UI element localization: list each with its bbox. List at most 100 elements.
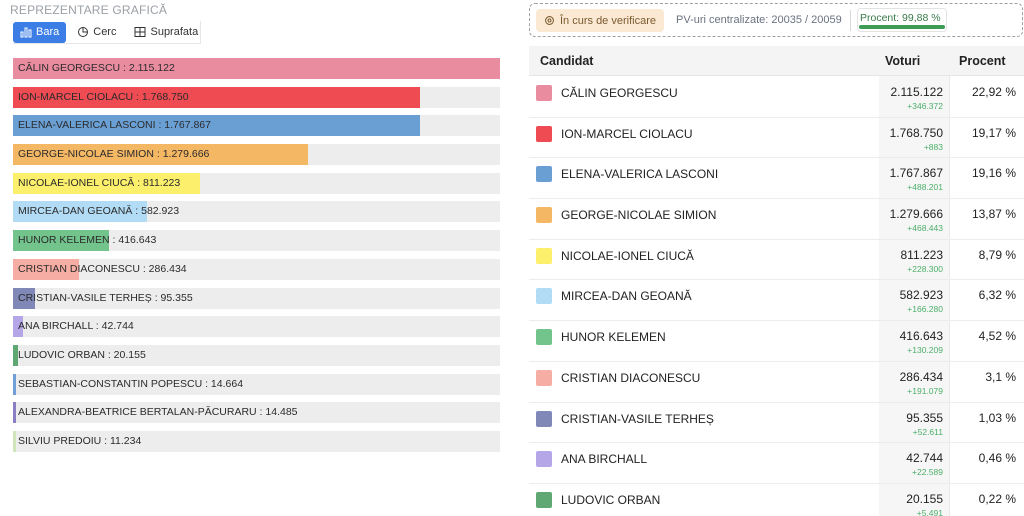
status-badge: În curs de verificare (536, 9, 664, 32)
bar-row[interactable]: CĂLIN GEORGESCU : 2.115.122 (13, 58, 500, 79)
bar-label: MIRCEA-DAN GEOANĂ : 582.923 (18, 205, 180, 218)
tab-suprafata-label: Suprafata (150, 26, 199, 38)
candidate-name: NICOLAE-IONEL CIUCĂ (561, 248, 694, 263)
progress-indicator: Procent: 99,88 % (857, 8, 947, 32)
bar-row[interactable]: CRISTIAN DIACONESCU : 286.434 (13, 258, 500, 280)
votes-value: 20.155 (906, 491, 943, 506)
bar-label: CRISTIAN-VASILE TERHEȘ : 95.355 (18, 291, 193, 304)
gear-icon (545, 16, 554, 25)
bar-row[interactable]: ANA BIRCHALL : 42.744 (13, 316, 500, 338)
bar-label: SILVIU PREDOIU : 11.234 (18, 434, 142, 447)
table-row[interactable]: ELENA-VALERICA LASCONI 1.767.867 +488.201 1… (529, 158, 1024, 200)
bar-row[interactable]: HUNOR KELEMEN : 416.643 (13, 230, 500, 252)
color-swatch (536, 125, 552, 142)
table-row[interactable]: LUDOVIC ORBAN 20.155 +5.491 0,22 % (529, 484, 1024, 516)
votes-delta: +130.209 (907, 345, 943, 356)
votes-value: 811.223 (900, 247, 944, 262)
table-row[interactable]: CRISTIAN DIACONESCU 286.434 +191.079 3,1 % (529, 362, 1024, 403)
table-row[interactable]: MIRCEA-DAN GEOANĂ 582.923 +166.280 6,32 % (529, 280, 1024, 322)
votes-column-shade (879, 46, 949, 516)
bar-row[interactable]: NICOLAE-IONEL CIUCĂ : 811.223 (13, 172, 500, 194)
bar-fill (13, 144, 308, 166)
percent-value: 4,52 % (978, 329, 1016, 344)
votes-delta: +191.079 (907, 385, 943, 396)
header-votes[interactable]: Voturi (885, 54, 921, 68)
candidate-name: LUDOVIC ORBAN (561, 492, 661, 507)
bar-label: ELENA-VALERICA LASCONI : 1.767.867 (18, 119, 211, 132)
bar-fill (13, 230, 109, 252)
candidate-name: HUNOR KELEMEN (561, 330, 666, 345)
progress-track (859, 25, 945, 29)
table-body: CĂLIN GEORGESCU 2.115.122 +346.372 22,92 % I… (529, 77, 1024, 516)
chart-panel: REPREZENTARE GRAFICĂ Bara Cerc (0, 0, 510, 516)
status-badge-label: În curs de verificare (560, 14, 656, 27)
section-title: REPREZENTARE GRAFICĂ (10, 3, 168, 17)
bar-fill (13, 172, 200, 194)
tab-cerc[interactable]: Cerc (70, 22, 123, 43)
percent-value: 1,03 % (978, 410, 1016, 425)
bar-fill (13, 373, 17, 395)
bar-fill (13, 430, 16, 452)
percent-value: 19,17 % (971, 125, 1016, 140)
bar-label: SEBASTIAN-CONSTANTIN POPESCU : 14.664 (18, 377, 244, 390)
bar-label: LUDOVIC ORBAN : 20.155 (18, 348, 146, 361)
bar-row[interactable]: SILVIU PREDOIU : 11.234 (13, 430, 500, 452)
votes-value: 1.768.750 (889, 125, 943, 140)
table-row[interactable]: GEORGE-NICOLAE SIMION 1.279.666 +468.443 13… (529, 199, 1024, 240)
bar-fill (13, 316, 23, 338)
bar-row[interactable]: ALEXANDRA-BEATRICE BERTALAN-PĂCURARU : 1… (13, 402, 500, 424)
candidate-name: CĂLIN GEORGESCU (561, 86, 678, 100)
bar-row[interactable]: LUDOVIC ORBAN : 20.155 (13, 344, 500, 366)
table-row[interactable]: ION-MARCEL CIOLACU 1.768.750 +883 19,17 % (529, 118, 1024, 159)
bar-fill (13, 115, 421, 137)
percent-value: 3,1 % (985, 369, 1016, 384)
candidate-name: CRISTIAN-VASILE TERHEȘ (561, 411, 714, 426)
bar-label: NICOLAE-IONEL CIUCĂ : 811.223 (18, 176, 181, 189)
bar-label: CĂLIN GEORGESCU : 2.115.122 (18, 62, 175, 74)
bar-row[interactable]: ION-MARCEL CIOLACU : 1.768.750 (13, 86, 500, 108)
table-row[interactable]: NICOLAE-IONEL CIUCĂ 811.223 +228.300 8,79 % (529, 240, 1024, 281)
votes-delta: +22.589 (912, 467, 943, 478)
bar-chart-icon (20, 27, 32, 38)
bar-row[interactable]: ELENA-VALERICA LASCONI : 1.767.867 (13, 115, 500, 137)
table-row[interactable]: ANA BIRCHALL 42.744 +22.589 0,46 % (529, 443, 1024, 484)
bar-fill (13, 58, 500, 79)
bar-fill (13, 344, 18, 366)
votes-delta: +52.611 (912, 426, 943, 437)
percent-value: 8,79 % (978, 247, 1016, 262)
bar-fill (13, 402, 17, 424)
percent-value: 13,87 % (971, 207, 1016, 222)
status-separator (850, 10, 851, 31)
tab-suprafata[interactable]: Suprafata (127, 22, 205, 43)
table-row[interactable]: CĂLIN GEORGESCU 2.115.122 +346.372 22,92 % (529, 77, 1024, 118)
column-divider (949, 46, 950, 516)
votes-delta: +488.201 (907, 182, 943, 193)
bar-row[interactable]: GEORGE-NICOLAE SIMION : 1.279.666 (13, 144, 500, 166)
status-bar: În curs de verificare PV-uri centralizat… (529, 3, 1023, 37)
bar-row[interactable]: SEBASTIAN-CONSTANTIN POPESCU : 14.664 (13, 373, 500, 395)
bar-label: ANA BIRCHALL : 42.744 (18, 320, 134, 333)
color-swatch (536, 451, 552, 468)
votes-delta: +883 (923, 141, 943, 152)
percent-value: 0,46 % (978, 451, 1016, 466)
percent-value: 6,32 % (978, 288, 1016, 303)
candidate-name: CRISTIAN DIACONESCU (561, 370, 701, 385)
color-swatch (536, 410, 552, 427)
color-swatch (536, 491, 552, 508)
candidate-name: ELENA-VALERICA LASCONI (561, 167, 719, 182)
tab-bara-label: Bara (36, 26, 60, 38)
header-candidate[interactable]: Candidat (540, 54, 594, 68)
votes-value: 416.643 (899, 329, 943, 344)
header-percent[interactable]: Procent (959, 54, 1006, 68)
tab-bara[interactable]: Bara (13, 21, 67, 43)
percent-value: 22,92 % (971, 85, 1016, 99)
candidate-name: ANA BIRCHALL (561, 452, 648, 467)
bar-row[interactable]: MIRCEA-DAN GEOANĂ : 582.923 (13, 201, 500, 223)
tabs-separator (200, 21, 201, 43)
progress-fill (859, 25, 945, 29)
bar-row[interactable]: CRISTIAN-VASILE TERHEȘ : 95.355 (13, 287, 500, 309)
table-row[interactable]: HUNOR KELEMEN 416.643 +130.209 4,52 % (529, 321, 1024, 362)
votes-value: 1.279.666 (889, 207, 943, 222)
table-row[interactable]: CRISTIAN-VASILE TERHEȘ 95.355 +52.611 1,03 … (529, 403, 1024, 444)
bar-chart: CĂLIN GEORGESCU : 2.115.122 ION-MARCEL CI… (13, 58, 500, 460)
